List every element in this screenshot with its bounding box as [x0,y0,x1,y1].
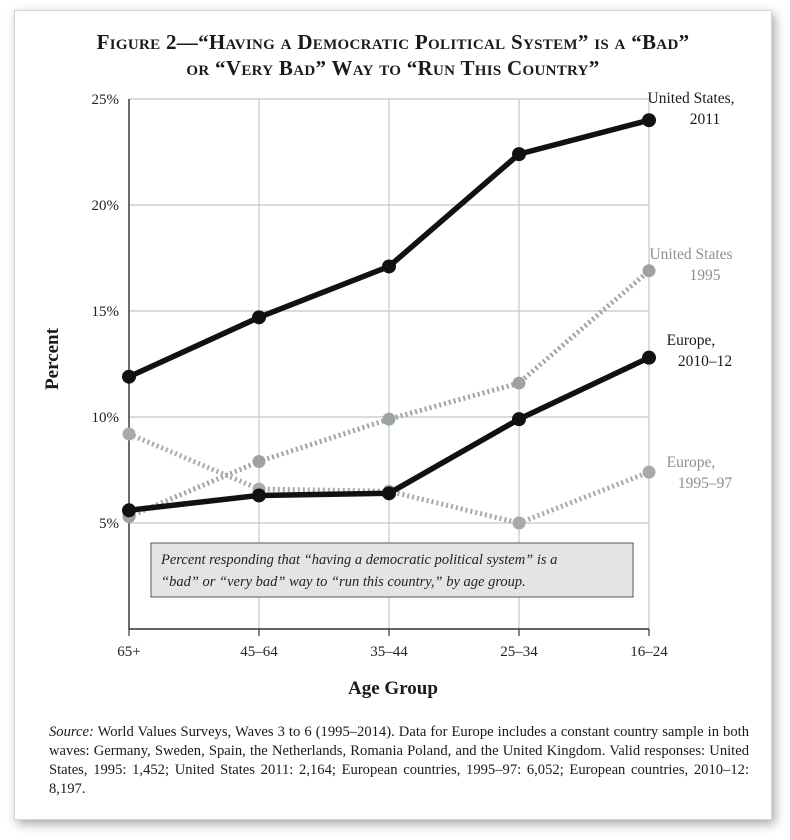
figure-title: Figure 2—“Having a Democratic Political … [15,29,771,81]
y-tick-label: 10% [92,410,120,426]
series-labels: United States, 2011 United States 1995 Europ… [648,90,735,492]
source-label: Source: [49,724,94,740]
series-2 [122,350,656,518]
data-point [642,465,656,479]
series-label-line1: United States, [648,90,735,107]
data-point [122,427,136,441]
x-tick-label: 65+ [117,644,140,660]
y-tick-label: 15% [92,304,120,320]
data-point [252,488,266,503]
note-text-line2: “bad” or “very bad” way to “run this cou… [161,574,526,590]
data-point [512,147,526,162]
x-axis-label: Age Group [348,678,438,699]
data-point [512,376,526,390]
data-point [382,259,396,274]
series-line [128,268,651,519]
figure-title-line2: or “Very Bad” Way to “Run This Country” [186,56,600,80]
series-label-line1: Europe, [667,332,716,349]
figure-frame: Figure 2—“Having a Democratic Political … [14,10,772,820]
y-tick-label: 5% [99,516,119,532]
note-box [150,542,634,598]
note-box-group: Percent responding that “having a democr… [150,542,634,598]
data-point [642,264,656,278]
x-tick-label: 25–34 [500,644,538,660]
data-point [122,503,136,518]
data-point [512,516,526,530]
data-point [252,310,266,325]
source-text: World Values Surveys, Waves 3 to 6 (1995… [49,724,749,797]
data-point [642,113,656,128]
data-point [382,486,396,501]
data-point [252,455,266,469]
y-tick-label: 25% [92,92,120,108]
y-tick-label: 20% [92,198,120,214]
series-label-line2: 2010–12 [678,353,732,370]
series-label-line2: 1995–97 [678,475,733,492]
line-chart: 5% 10% 15% 20% 25% 65+ 45–64 35–44 25–34 16–24 Pe… [42,90,735,699]
series-0 [122,113,656,384]
source-note: Source: World Values Surveys, Waves 3 to… [49,723,749,799]
x-tick-label: 16–24 [630,644,668,660]
series-label-line1: United States [649,246,732,263]
x-tick-label: 35–44 [370,644,408,660]
data-point [642,350,656,365]
series-label-line2: 2011 [690,111,720,128]
data-point [512,412,526,427]
x-tick-label: 45–64 [240,644,278,660]
data-point [122,369,136,384]
series-group [122,113,656,530]
tick-labels: 5% 10% 15% 20% 25% 65+ 45–64 35–44 25–34 16–24 [92,92,669,660]
series-label-line2: 1995 [690,267,721,284]
series-label-line1: Europe, [667,454,716,471]
figure-title-line1: Figure 2—“Having a Democratic Political … [96,30,690,54]
y-axis-label: Percent [42,327,63,390]
axes [128,99,650,636]
data-point [382,412,396,426]
note-text-line1: Percent responding that “having a democr… [160,552,557,568]
